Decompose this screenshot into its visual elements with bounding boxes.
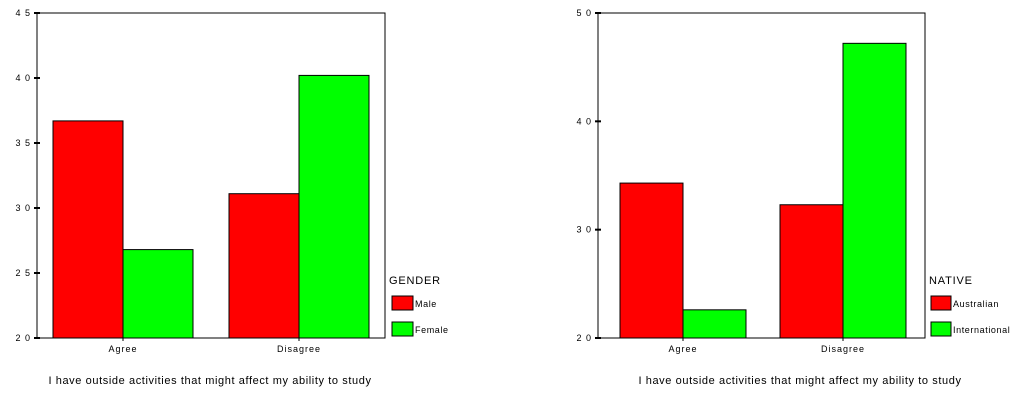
legend-label: Female	[415, 325, 449, 335]
legend: NATIVE Australian International	[929, 275, 1010, 337]
y-tick-label: 2 0	[15, 333, 31, 343]
legend-label: Australian	[953, 299, 999, 309]
x-tick-label: Agree	[668, 344, 697, 354]
plot-area	[597, 12, 926, 339]
y-tick-label: 2 0	[576, 333, 592, 343]
chart-panel-2: 2 0 3 0 4 0 5 0 Agree Disagree I have outside …	[576, 8, 1010, 387]
legend-title: NATIVE	[929, 275, 973, 287]
y-tick-label: 4 0	[576, 116, 592, 126]
legend-label: Male	[415, 299, 437, 309]
legend-label: International	[953, 325, 1010, 335]
y-tick-label: 4 0	[15, 73, 31, 83]
bar-female-disagree	[298, 74, 370, 339]
x-axis-label: I have outside activities that might aff…	[638, 375, 961, 387]
legend-swatch	[930, 321, 952, 337]
y-tick-label: 3 0	[576, 225, 592, 235]
x-tick-label: Agree	[108, 344, 137, 354]
y-tick-label: 2 5	[15, 268, 31, 278]
bar-male-agree	[52, 120, 124, 339]
bar-australian-agree	[619, 182, 684, 339]
bar-male-disagree	[228, 193, 300, 339]
bar-international-disagree	[842, 42, 907, 339]
plot-area	[36, 12, 386, 339]
y-tick-label: 3 0	[15, 203, 31, 213]
legend-swatch	[391, 321, 414, 337]
legend: GENDER Male Female	[389, 275, 449, 337]
x-axis-label: I have outside activities that might aff…	[48, 375, 371, 387]
bar-international-agree	[682, 309, 747, 339]
legend-title: GENDER	[389, 275, 441, 287]
x-tick-label: Disagree	[277, 344, 321, 354]
y-tick-label: 5 0	[576, 8, 592, 18]
legend-swatch	[391, 295, 414, 311]
legend-swatch	[930, 295, 952, 311]
x-tick-label: Disagree	[821, 344, 865, 354]
y-tick-label: 4 5	[15, 8, 31, 18]
y-tick-label: 3 5	[15, 138, 31, 148]
bar-female-agree	[122, 249, 194, 339]
chart-panel-1: 2 0 2 5 3 0 3 5 4 0 4 5 Agree Disagree I have ou…	[15, 8, 448, 387]
bar-australian-disagree	[779, 204, 844, 339]
